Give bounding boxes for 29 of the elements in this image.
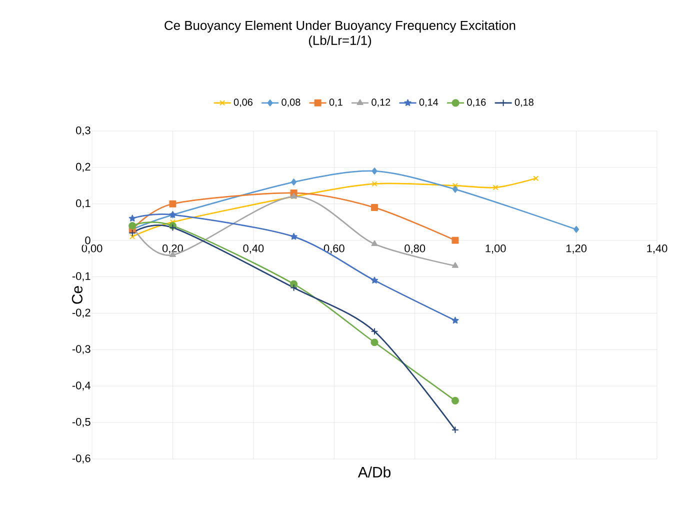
x-tick-label: 1,00 bbox=[486, 244, 506, 254]
y-tick-label: 0,2 bbox=[76, 162, 90, 172]
y-axis-title: Ce bbox=[72, 286, 82, 304]
y-tick-label: -0,6 bbox=[72, 454, 90, 464]
legend-label: 0,18 bbox=[514, 98, 534, 107]
x-tick-label: 1,20 bbox=[566, 244, 587, 254]
x-axis-title: A/Db bbox=[358, 466, 390, 478]
legend-label: 0,06 bbox=[234, 98, 252, 107]
chart-title: Ce Buoyancy Element Under Buoyancy Frequency Excitation bbox=[164, 20, 516, 33]
y-tick-label: -0,1 bbox=[72, 272, 90, 282]
y-tick-label: 0,3 bbox=[76, 126, 90, 136]
x-tick-label: 0,20 bbox=[162, 244, 183, 254]
y-tick-label: 0,1 bbox=[76, 199, 90, 208]
legend-label: 0,12 bbox=[372, 98, 390, 107]
y-tick-label: 0 bbox=[85, 236, 90, 244]
x-tick-label: 0,80 bbox=[404, 244, 426, 254]
x-tick-label: 0,00 bbox=[82, 244, 102, 254]
legend-label: 0,14 bbox=[419, 98, 438, 107]
x-tick-label: 1,40 bbox=[647, 244, 668, 254]
y-tick-label: -0,2 bbox=[72, 308, 90, 318]
legend-label: 0,08 bbox=[282, 98, 300, 107]
x-tick-label: 0,40 bbox=[243, 244, 264, 254]
x-tick-label: 0,60 bbox=[324, 244, 344, 254]
y-tick-label: -0,3 bbox=[72, 345, 90, 354]
y-tick-label: -0,5 bbox=[72, 418, 90, 428]
y-tick-label: -0,4 bbox=[72, 382, 90, 391]
chart-subtitle: (Lb/Lr=1/1) bbox=[308, 35, 372, 48]
legend-label: 0,1 bbox=[329, 98, 342, 107]
legend-label: 0,16 bbox=[467, 98, 486, 107]
